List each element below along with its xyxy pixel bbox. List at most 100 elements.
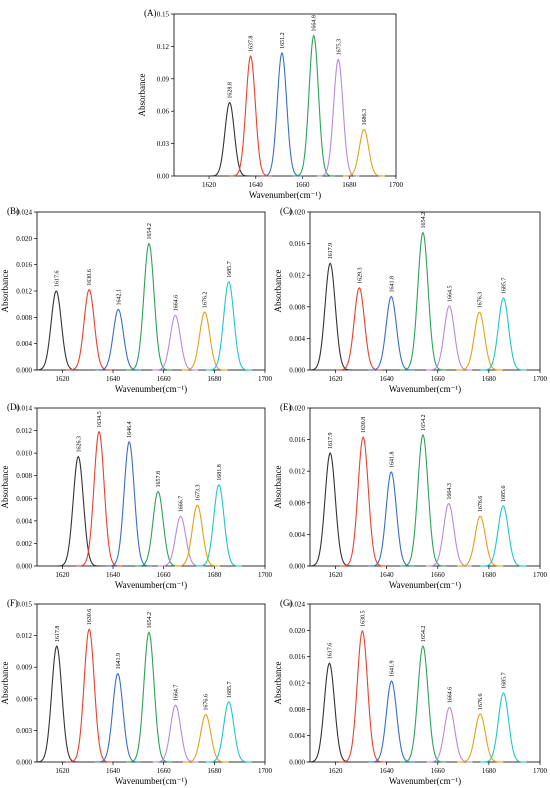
y-tick-label: 0.008 [16,314,32,322]
panel-b: 0.000 0.004 0.008 0.012 0.016 0.020 0.024 1620 1… [0,206,273,394]
peak-curve [55,455,102,567]
y-tick-label: 0.004 [16,517,32,525]
x-tick-label: 1660 [157,571,172,579]
panel-label: (C) [280,206,292,216]
peak-label: 1673.3 [195,485,201,502]
y-tick-label: 0.004 [289,531,305,539]
panel-label: (D) [7,402,20,412]
x-axis-label: Wavenumber(cm⁻¹) [389,776,461,786]
peak-label: 1634.5 [97,411,103,428]
peak-label: 1685.7 [227,681,233,698]
peak-label: 1666.7 [179,496,185,513]
peak-label: 1685.6 [501,485,507,502]
peak-curve [307,452,354,567]
peak-curve [260,51,303,177]
y-tick-label: 0.008 [289,706,305,714]
peak-label: 1617.9 [328,243,334,260]
x-tick-label: 1660 [431,375,446,383]
peak-label: 1617.9 [328,433,334,450]
x-axis-label: Wavenumber(cm⁻¹) [115,384,187,394]
peak-curve [95,672,141,763]
panel-label: (E) [280,402,292,412]
peak-curve [106,440,153,567]
x-tick-label: 1640 [106,571,121,579]
peak-label: 1626.3 [76,436,82,453]
panel-label: (A) [144,8,157,18]
peak-label: 1686.3 [362,109,368,126]
peak-curve [457,713,504,763]
x-tick-label: 1700 [258,375,273,383]
peak-label: 1641.9 [390,661,396,678]
y-tick-label: 0.006 [16,695,32,703]
x-axis-label: Wavenumber(cm⁻¹) [249,190,321,200]
peak-curve [126,631,172,763]
y-tick-label: 0.020 [289,405,305,413]
plot-frame [36,603,266,763]
peak-label: 1654.2 [147,223,153,240]
x-tick-label: 1620 [329,767,344,775]
x-tick-label: 1620 [202,181,217,189]
x-tick-label: 1620 [55,571,70,579]
peak-label: 1675.3 [336,39,342,56]
x-tick-label: 1640 [106,767,121,775]
y-axis-label: Absorbance [273,662,283,705]
y-tick-label: 0.003 [16,727,32,735]
peak-label: 1637.8 [249,36,255,53]
x-tick-label: 1640 [106,375,121,383]
peak-curve [306,662,353,763]
peak-label: 1676.6 [478,496,484,513]
peak-label: 1685.7 [501,672,507,689]
peak-label: 1676.6 [204,694,210,711]
y-tick-label: 0.002 [16,540,32,548]
peak-label: 1617.8 [55,626,61,643]
peak-label: 1630.5 [360,610,366,627]
x-tick-label: 1700 [533,375,548,383]
y-tick-label: 0.000 [16,563,32,571]
peak-curve [480,297,527,371]
y-axis-label: Absorbance [273,466,283,509]
peak-curve [66,628,112,763]
peak-curve [368,471,415,567]
peak-label: 1646.4 [127,421,133,438]
peak-label: 1654.2 [147,612,153,629]
plot-frame [309,211,541,371]
x-tick-label: 1680 [207,375,222,383]
peak-label: 1617.6 [327,643,333,660]
y-tick-label: 0.006 [16,495,32,503]
y-tick-label: 0.016 [289,240,305,248]
y-tick-label: 0.012 [289,468,305,476]
y-tick-label: 0.012 [289,272,305,280]
peak-curve [135,490,181,567]
peak-curve [292,34,335,177]
y-axis-label: Absorbance [137,74,147,117]
y-tick-label: 0.020 [289,209,305,217]
peak-label: 1676.3 [477,292,483,309]
peak-curve [342,128,386,177]
y-tick-label: 0.012 [16,288,32,296]
x-axis-label: Wavenumber(cm⁻¹) [115,776,187,786]
panel-d: 0.000 0.002 0.004 0.006 0.008 0.010 0.012 0.014… [0,402,273,590]
peak-curve [336,287,383,371]
panel-c: 0.000 0.004 0.008 0.012 0.016 0.020 1620 1640 16… [273,206,548,394]
y-tick-label: 0.008 [289,303,305,311]
x-tick-label: 1640 [380,767,395,775]
peak-curve [95,308,142,371]
y-tick-label: 0.020 [289,627,305,635]
x-axis-label: Wavenumber(cm⁻¹) [115,580,187,590]
y-tick-label: 0.012 [289,680,305,688]
peak-label: 1654.2 [421,414,427,431]
x-tick-label: 1640 [249,181,264,189]
peak-label: 1641.8 [389,451,395,468]
peak-label: 1664.6 [173,295,179,312]
y-axis-label: Absorbance [0,270,10,313]
peak-label: 1641.9 [116,653,122,670]
peak-label: 1685.7 [227,261,233,278]
x-tick-label: 1700 [533,767,548,775]
y-axis-label: Absorbance [0,466,10,509]
x-tick-label: 1660 [157,375,172,383]
peak-label: 1685.7 [501,278,507,295]
peak-label: 1617.6 [54,271,60,288]
peak-curve [399,645,446,763]
y-tick-label: 0.012 [16,427,32,435]
plot-frame [173,13,397,177]
